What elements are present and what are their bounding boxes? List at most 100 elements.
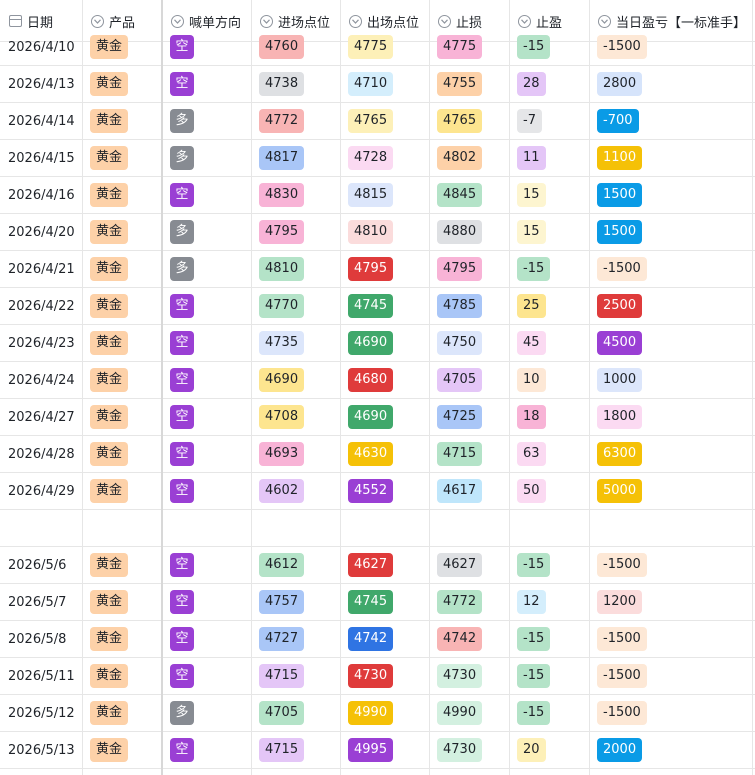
cell-date[interactable]: 2026/5/11 xyxy=(8,668,75,684)
cell-sl[interactable]: 4785 xyxy=(429,288,509,324)
cell-pnl[interactable]: -1500 xyxy=(589,29,755,65)
cell-direction[interactable]: 空 xyxy=(162,621,251,657)
cell-entry[interactable]: 4772 xyxy=(251,103,340,139)
cell-product[interactable]: 黄金 xyxy=(82,473,162,509)
table-row[interactable]: 2026/4/24 黄金 空 4690 4680 4705 10 1000 xyxy=(0,362,755,399)
cell-date[interactable]: 2026/5/8 xyxy=(8,631,67,647)
table-row[interactable]: 2026/4/15 黄金 多 4817 4728 4802 11 1100 xyxy=(0,140,755,177)
cell-date[interactable]: 2026/4/21 xyxy=(8,261,75,277)
cell-pnl[interactable]: -1500 xyxy=(589,658,755,694)
cell-product[interactable]: 黄金 xyxy=(82,29,162,65)
table-row-empty[interactable] xyxy=(0,510,755,547)
cell-entry[interactable]: 4738 xyxy=(251,66,340,102)
cell-sl[interactable]: 4730 xyxy=(429,732,509,768)
cell-pnl[interactable]: 5000 xyxy=(589,473,755,509)
cell-exit[interactable]: 4690 xyxy=(340,325,429,361)
cell-pnl[interactable]: 1200 xyxy=(589,584,755,620)
cell-sl[interactable]: 4765 xyxy=(429,103,509,139)
cell-tp[interactable]: 45 xyxy=(509,325,589,361)
cell-sl[interactable]: 4617 xyxy=(429,473,509,509)
cell-product[interactable]: 黄金 xyxy=(82,732,162,768)
cell-tp[interactable]: -7 xyxy=(509,103,589,139)
cell-tp[interactable]: -15 xyxy=(509,621,589,657)
cell-sl[interactable]: 4802 xyxy=(429,140,509,176)
cell-tp[interactable]: -15 xyxy=(509,251,589,287)
cell-product[interactable]: 黄金 xyxy=(82,695,162,731)
cell-exit[interactable]: 4795 xyxy=(340,251,429,287)
cell-date[interactable]: 2026/4/24 xyxy=(8,372,75,388)
cell-entry[interactable]: 4757 xyxy=(251,584,340,620)
column-header-entry[interactable]: 进场点位 xyxy=(251,0,340,42)
cell-product[interactable]: 黄金 xyxy=(82,214,162,250)
table-row[interactable]: 2026/4/27 黄金 空 4708 4690 4725 18 1800 xyxy=(0,399,755,436)
cell-product[interactable]: 黄金 xyxy=(82,436,162,472)
cell-direction[interactable]: 空 xyxy=(162,473,251,509)
cell-direction[interactable]: 多 xyxy=(162,103,251,139)
cell-direction[interactable]: 空 xyxy=(162,362,251,398)
cell-product[interactable]: 黄金 xyxy=(82,362,162,398)
cell-direction[interactable]: 空 xyxy=(162,288,251,324)
cell-product[interactable]: 黄金 xyxy=(82,621,162,657)
frozen-column-divider[interactable] xyxy=(161,0,163,775)
cell-exit[interactable]: 4995 xyxy=(340,732,429,768)
cell-date[interactable]: 2026/4/28 xyxy=(8,446,75,462)
cell-entry[interactable]: 4795 xyxy=(251,214,340,250)
cell-direction[interactable]: 空 xyxy=(162,584,251,620)
cell-date[interactable]: 2026/5/13 xyxy=(8,742,75,758)
cell-entry[interactable]: 4770 xyxy=(251,288,340,324)
cell-exit[interactable]: 4690 xyxy=(340,399,429,435)
table-row[interactable]: 2026/4/22 黄金 空 4770 4745 4785 25 2500 xyxy=(0,288,755,325)
cell-pnl[interactable]: -700 xyxy=(589,103,755,139)
cell-sl[interactable]: 4880 xyxy=(429,214,509,250)
cell-date[interactable]: 2026/4/22 xyxy=(8,298,75,314)
cell-date[interactable]: 2026/5/7 xyxy=(8,594,67,610)
cell-direction[interactable]: 空 xyxy=(162,66,251,102)
cell-exit[interactable]: 4728 xyxy=(340,140,429,176)
table-row[interactable]: 2026/4/14 黄金 多 4772 4765 4765 -7 -700 xyxy=(0,103,755,140)
cell-exit[interactable]: 4990 xyxy=(340,695,429,731)
column-header-date[interactable]: 日期 xyxy=(0,0,82,42)
cell-tp[interactable]: 50 xyxy=(509,473,589,509)
cell-direction[interactable]: 空 xyxy=(162,732,251,768)
cell-product[interactable]: 黄金 xyxy=(82,399,162,435)
cell-entry[interactable]: 4760 xyxy=(251,29,340,65)
cell-tp[interactable]: 28 xyxy=(509,66,589,102)
table-row[interactable]: 2026/4/23 黄金 空 4735 4690 4750 45 4500 xyxy=(0,325,755,362)
cell-direction[interactable]: 空 xyxy=(162,436,251,472)
cell-date[interactable]: 2026/4/27 xyxy=(8,409,75,425)
cell-exit[interactable]: 4710 xyxy=(340,66,429,102)
cell-pnl[interactable]: -1500 xyxy=(589,695,755,731)
cell-entry[interactable]: 4727 xyxy=(251,621,340,657)
cell-sl[interactable]: 4772 xyxy=(429,584,509,620)
cell-sl[interactable]: 4705 xyxy=(429,362,509,398)
cell-date[interactable]: 2026/4/20 xyxy=(8,224,75,240)
table-row[interactable]: 2026/4/29 黄金 空 4602 4552 4617 50 5000 xyxy=(0,473,755,510)
column-header-product[interactable]: 产品 xyxy=(82,0,162,42)
cell-pnl[interactable]: -1500 xyxy=(589,621,755,657)
cell-sl[interactable]: 4730 xyxy=(429,658,509,694)
cell-direction[interactable]: 空 xyxy=(162,29,251,65)
cell-product[interactable]: 黄金 xyxy=(82,140,162,176)
cell-date[interactable]: 2026/4/15 xyxy=(8,150,75,166)
cell-direction[interactable]: 多 xyxy=(162,251,251,287)
table-row[interactable]: 2026/4/16 黄金 空 4830 4815 4845 15 1500 xyxy=(0,177,755,214)
cell-product[interactable]: 黄金 xyxy=(82,288,162,324)
cell-tp[interactable]: -15 xyxy=(509,658,589,694)
table-row[interactable]: 2026/4/13 黄金 空 4738 4710 4755 28 2800 xyxy=(0,66,755,103)
cell-product[interactable]: 黄金 xyxy=(82,547,162,583)
cell-product[interactable]: 黄金 xyxy=(82,658,162,694)
cell-direction[interactable]: 空 xyxy=(162,177,251,213)
cell-sl[interactable]: 4715 xyxy=(429,436,509,472)
column-header-pnl[interactable]: 当日盈亏【一标准手】 xyxy=(589,0,755,42)
cell-pnl[interactable]: 6300 xyxy=(589,436,755,472)
cell-sl[interactable]: 4742 xyxy=(429,621,509,657)
cell-tp[interactable]: 18 xyxy=(509,399,589,435)
cell-direction[interactable]: 空 xyxy=(162,399,251,435)
cell-entry[interactable]: 4810 xyxy=(251,251,340,287)
cell-date[interactable]: 2026/4/23 xyxy=(8,335,75,351)
cell-product[interactable]: 黄金 xyxy=(82,251,162,287)
cell-direction[interactable]: 多 xyxy=(162,214,251,250)
cell-exit[interactable]: 4630 xyxy=(340,436,429,472)
cell-date[interactable]: 2026/4/14 xyxy=(8,113,75,129)
cell-direction[interactable]: 空 xyxy=(162,325,251,361)
